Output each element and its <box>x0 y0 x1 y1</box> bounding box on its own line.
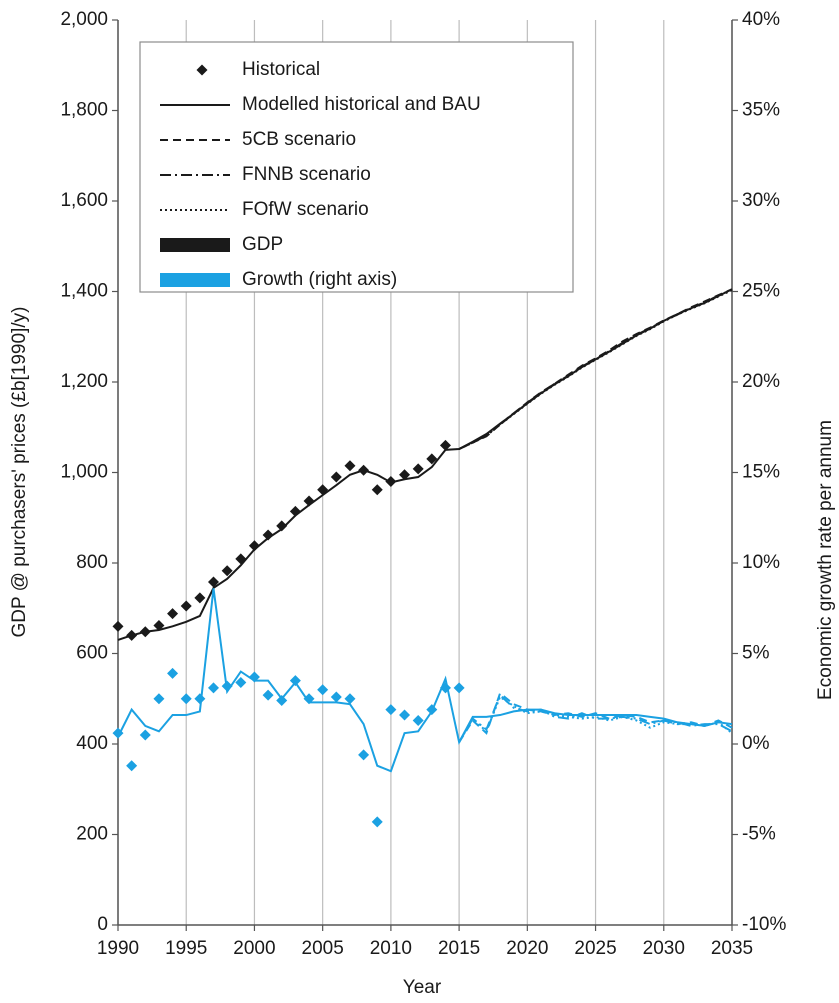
series-line <box>458 691 733 743</box>
data-point <box>330 691 342 703</box>
data-point <box>453 682 465 694</box>
y-axis-label: GDP @ purchasers' prices (£b[1990]/y) <box>9 307 30 638</box>
y-tick-label: 600 <box>76 643 108 664</box>
y-tick-label: 1,800 <box>60 100 108 121</box>
y2-tick-label: 15% <box>742 462 780 483</box>
data-point <box>139 729 151 741</box>
data-point <box>167 608 179 620</box>
data-point <box>112 620 124 632</box>
legend-label: FNNB scenario <box>242 164 371 185</box>
x-tick-label: 2015 <box>438 938 480 959</box>
legend-label: 5CB scenario <box>242 129 356 150</box>
data-point <box>399 709 411 721</box>
data-point <box>399 469 411 481</box>
y-tick-label: 0 <box>97 914 108 935</box>
x-tick-label: 2025 <box>574 938 616 959</box>
data-point <box>153 693 165 705</box>
y2-tick-label: 20% <box>742 371 780 392</box>
y2-tick-label: 40% <box>742 9 780 30</box>
y2-tick-label: 35% <box>742 100 780 121</box>
x-tick-label: 2035 <box>711 938 753 959</box>
data-point <box>221 565 233 577</box>
y-tick-label: 1,000 <box>60 462 108 483</box>
data-point <box>344 460 356 472</box>
series-line <box>458 693 733 743</box>
legend-label: Modelled historical and BAU <box>242 94 481 115</box>
data-point <box>262 689 274 701</box>
data-point <box>248 540 260 552</box>
series-line <box>117 288 733 641</box>
x-tick-label: 2010 <box>370 938 412 959</box>
data-point <box>262 529 274 541</box>
data-point <box>180 693 192 705</box>
data-point <box>194 693 206 705</box>
y-tick-label: 200 <box>76 824 108 845</box>
y2-axis-label: Economic growth rate per annum <box>815 420 836 700</box>
data-point <box>371 816 383 828</box>
legend-label: FOfW scenario <box>242 199 369 220</box>
data-point <box>385 704 397 716</box>
data-point <box>358 749 370 761</box>
data-point <box>344 693 356 705</box>
y-tick-label: 400 <box>76 733 108 754</box>
x-tick-label: 2020 <box>506 938 548 959</box>
x-axis-label: Year <box>403 977 442 998</box>
x-tick-label: 1990 <box>97 938 139 959</box>
y2-tick-label: -10% <box>742 914 786 935</box>
data-point <box>180 600 192 612</box>
legend-swatch <box>160 238 230 252</box>
data-point <box>153 619 165 631</box>
data-point <box>235 676 247 688</box>
data-point <box>276 695 288 707</box>
y-tick-label: 800 <box>76 552 108 573</box>
y2-tick-label: 0% <box>742 733 770 754</box>
y2-tick-label: 10% <box>742 552 780 573</box>
y2-tick-label: -5% <box>742 824 776 845</box>
data-point <box>167 667 179 679</box>
legend-symbol <box>196 64 208 76</box>
data-point <box>276 520 288 532</box>
data-point <box>371 484 383 496</box>
y-tick-label: 1,400 <box>60 281 108 302</box>
legend-swatch <box>160 273 230 287</box>
data-point <box>208 576 220 588</box>
y2-tick-label: 30% <box>742 190 780 211</box>
y-tick-label: 1,200 <box>60 371 108 392</box>
y-tick-label: 1,600 <box>60 190 108 211</box>
data-point <box>426 453 438 465</box>
data-point <box>126 760 138 772</box>
data-point <box>208 682 220 694</box>
y2-tick-label: 25% <box>742 281 780 302</box>
data-point <box>439 439 451 451</box>
data-point <box>194 592 206 604</box>
data-point <box>317 684 329 696</box>
data-point <box>412 714 424 726</box>
legend-label: Growth (right axis) <box>242 269 397 290</box>
x-tick-label: 2030 <box>643 938 685 959</box>
x-tick-label: 2000 <box>233 938 275 959</box>
legend-label: Historical <box>242 59 320 80</box>
x-tick-label: 2005 <box>302 938 344 959</box>
series-line <box>458 288 733 450</box>
y-tick-label: 2,000 <box>60 9 108 30</box>
data-point <box>330 471 342 483</box>
legend-label: GDP <box>242 234 283 255</box>
data-point <box>412 463 424 475</box>
x-tick-label: 1995 <box>165 938 207 959</box>
data-point <box>289 675 301 687</box>
y2-tick-label: 5% <box>742 643 770 664</box>
